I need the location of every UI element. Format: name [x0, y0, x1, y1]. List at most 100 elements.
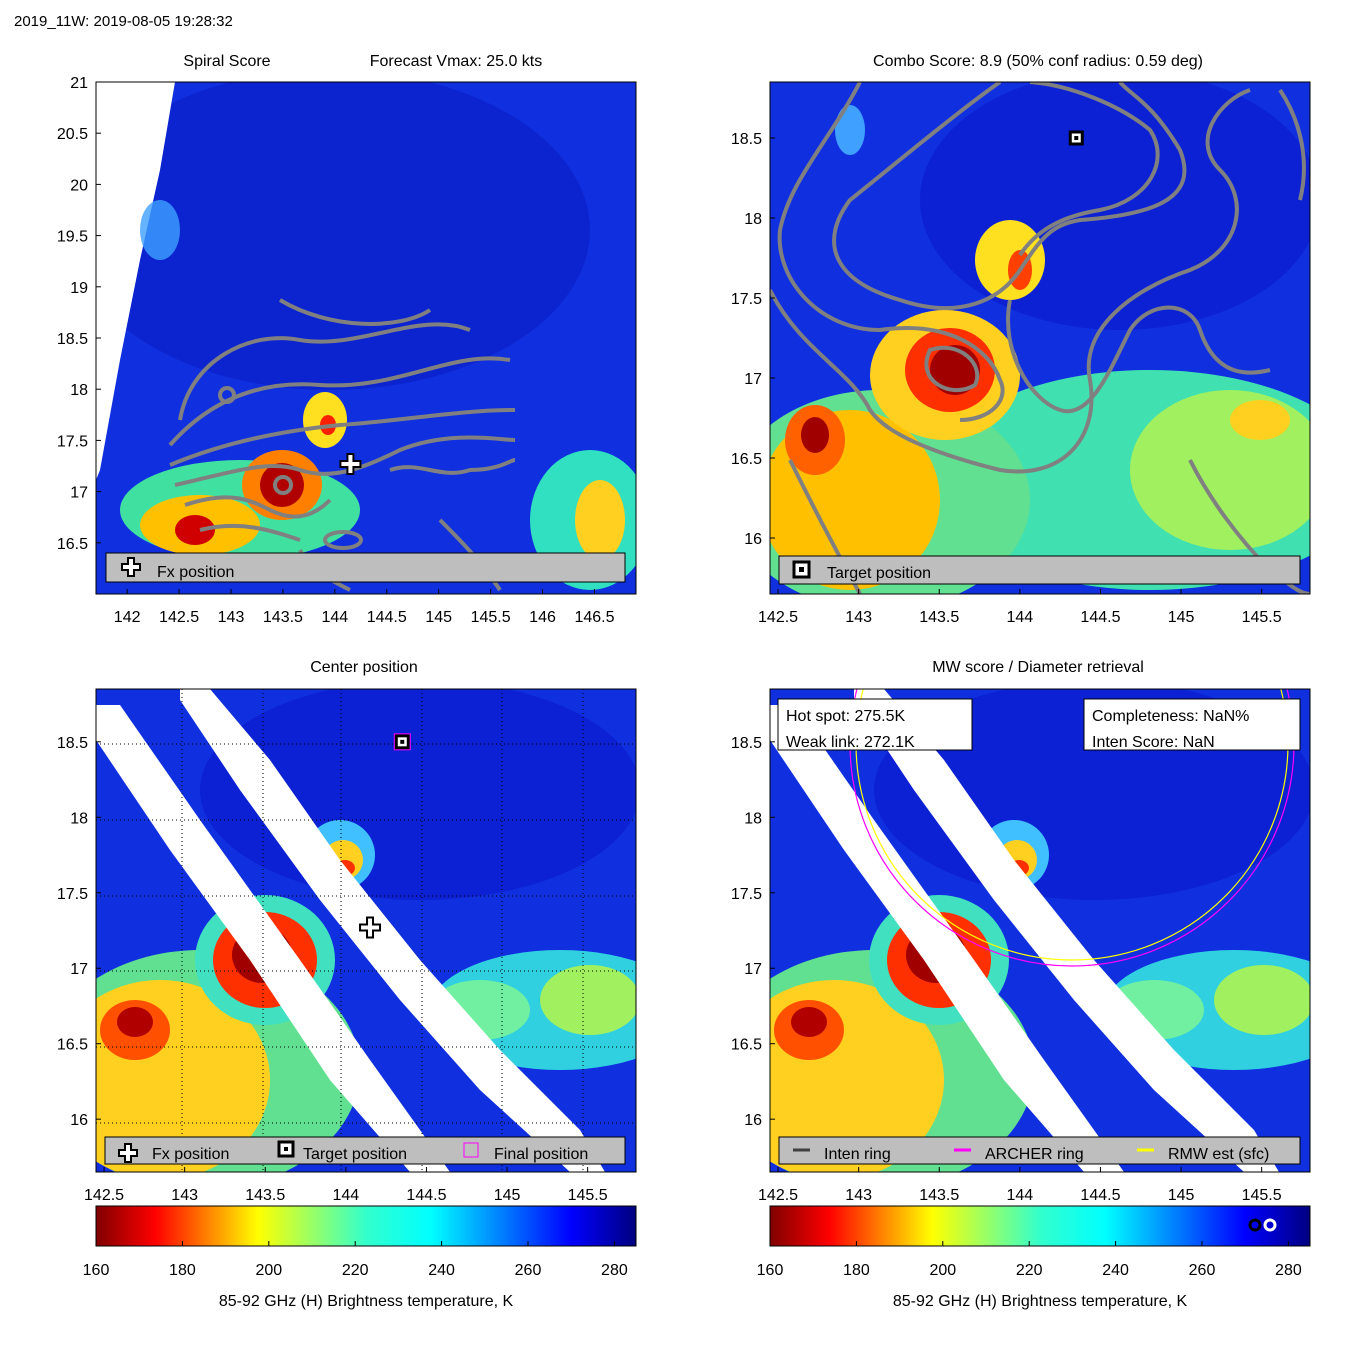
x-tick-label: 142	[114, 609, 141, 626]
y-tick-label: 17.5	[57, 433, 88, 450]
y-tick-label: 17	[70, 961, 88, 978]
y-tick-label: 18.5	[57, 735, 88, 752]
y-tick-label: 18.5	[731, 735, 762, 752]
colorbar-right: 160 180 200 220 240 260 280 85-92 GHz (H) Brig…	[757, 1205, 1311, 1310]
center-legend	[104, 1136, 626, 1165]
x-tick-label: 145.5	[568, 1187, 608, 1204]
colorbar-tick-label: 220	[1016, 1262, 1043, 1279]
x-tick-label: 144.5	[1080, 1187, 1120, 1204]
y-tick-label: 16	[744, 1112, 762, 1129]
swath-gaps	[770, 689, 1279, 1172]
panel-center-position: Center position	[57, 659, 637, 1204]
colorbar-left: 160 180 200 220 240 260 280 85-92 GHz (H) Brig…	[83, 1205, 637, 1310]
panel-mw-score: MW score / Diameter retrieval	[731, 659, 1311, 1204]
x-tick-label: 144	[321, 609, 348, 626]
target-position-marker-dot	[1074, 136, 1079, 140]
x-tick-label: 143	[218, 609, 245, 626]
x-tick-label: 144	[1006, 1187, 1033, 1204]
x-tick-label: 144	[332, 1187, 359, 1204]
x-tick-label: 143	[171, 1187, 198, 1204]
completeness-box	[1083, 698, 1301, 751]
x-tick-label: 142.5	[758, 609, 798, 626]
x-tick-label: 144.5	[367, 609, 407, 626]
y-tick-label: 16	[70, 1112, 88, 1129]
panel-combo-score: Combo Score: 8.9 (50% conf radius: 0.59 …	[731, 53, 1311, 626]
y-tick-label: 18.5	[731, 131, 762, 148]
x-tick-label: 146.5	[574, 609, 614, 626]
x-tick-label: 143.5	[263, 609, 303, 626]
x-tick-label: 142.5	[159, 609, 199, 626]
colorbar-tick-label: 220	[342, 1262, 369, 1279]
colorbar-label: 85-92 GHz (H) Brightness temperature, K	[219, 1293, 514, 1310]
colorbar-tick-label: 200	[929, 1262, 956, 1279]
center-legend-target: Target position	[303, 1146, 407, 1163]
fx-position-marker	[339, 452, 362, 475]
colorbar-label: 85-92 GHz (H) Brightness temperature, K	[893, 1293, 1188, 1310]
panel-spiral-score: Spiral Score Forecast Vmax: 25.0 kts	[57, 53, 637, 626]
spiral-title: Spiral Score	[183, 53, 270, 70]
y-tick-label: 18.5	[57, 331, 88, 348]
fx-position-legend-icon	[118, 1143, 138, 1163]
x-tick-label: 145	[1168, 609, 1195, 626]
x-tick-label: 145	[494, 1187, 521, 1204]
x-tick-label: 143.5	[919, 609, 959, 626]
y-tick-label: 16.5	[731, 451, 762, 468]
y-tick-label: 17	[70, 485, 88, 502]
center-title: Center position	[310, 659, 418, 676]
colorbar-tick-label: 240	[428, 1262, 455, 1279]
y-tick-label: 16	[744, 531, 762, 548]
y-tick-label: 16.5	[57, 536, 88, 553]
y-tick-label: 19	[70, 280, 88, 297]
inten-score-text: Inten Score: NaN	[1092, 734, 1215, 751]
mw-score-marker	[1263, 1218, 1277, 1232]
mw-legend-inten: Inten ring	[824, 1146, 891, 1163]
fx-position-legend-icon	[121, 557, 141, 577]
mw-title: MW score / Diameter retrieval	[932, 659, 1144, 676]
center-grid	[96, 689, 636, 1172]
x-tick-label: 142.5	[758, 1187, 798, 1204]
x-tick-label: 145.5	[471, 609, 511, 626]
mw-legend-rmw: RMW est (sfc)	[1168, 1146, 1269, 1163]
x-tick-label: 145	[425, 609, 452, 626]
x-tick-label: 145.5	[1242, 609, 1282, 626]
combo-legend-target: Target position	[827, 565, 931, 582]
final-position-legend-icon	[463, 1142, 479, 1158]
x-tick-label: 143	[845, 609, 872, 626]
fx-position-marker	[359, 916, 382, 939]
colorbar-tick-label: 260	[1189, 1262, 1216, 1279]
target-position-legend-icon	[792, 560, 811, 579]
spiral-legend	[105, 552, 626, 583]
colorbar-tick-label: 260	[515, 1262, 542, 1279]
x-tick-label: 143.5	[245, 1187, 285, 1204]
y-tick-label: 16.5	[57, 1037, 88, 1054]
x-tick-label: 144.5	[1080, 609, 1120, 626]
colorbar-tick-label: 200	[255, 1262, 282, 1279]
x-tick-label: 143.5	[919, 1187, 959, 1204]
combo-legend	[778, 555, 1301, 585]
colorbar-tick-label: 280	[1275, 1262, 1302, 1279]
mw-legend-archer: ARCHER ring	[985, 1146, 1084, 1163]
colorbar-tick-label: 160	[757, 1262, 784, 1279]
mw-legend	[778, 1136, 1301, 1165]
y-tick-label: 19.5	[57, 229, 88, 246]
combo-title: Combo Score: 8.9 (50% conf radius: 0.59 …	[873, 53, 1203, 70]
y-tick-label: 16.5	[731, 1037, 762, 1054]
y-tick-label: 18	[744, 211, 762, 228]
colorbar-tick-label: 240	[1102, 1262, 1129, 1279]
weak-link-text: Weak link: 272.1K	[786, 734, 915, 751]
y-tick-label: 18	[70, 382, 88, 399]
swath-gap	[96, 82, 175, 480]
y-tick-label: 17	[744, 961, 762, 978]
y-tick-label: 20.5	[57, 126, 88, 143]
y-tick-label: 18	[70, 810, 88, 827]
hot-spot-text: Hot spot: 275.5K	[786, 708, 906, 725]
hot-spot-box	[777, 698, 973, 751]
y-tick-label: 17.5	[731, 291, 762, 308]
colorbar-tick-label: 280	[601, 1262, 628, 1279]
x-tick-label: 145.5	[1242, 1187, 1282, 1204]
colorbar-tick-label: 180	[843, 1262, 870, 1279]
x-tick-label: 145	[1168, 1187, 1195, 1204]
final-position-marker	[393, 733, 411, 751]
y-tick-label: 17	[744, 371, 762, 388]
